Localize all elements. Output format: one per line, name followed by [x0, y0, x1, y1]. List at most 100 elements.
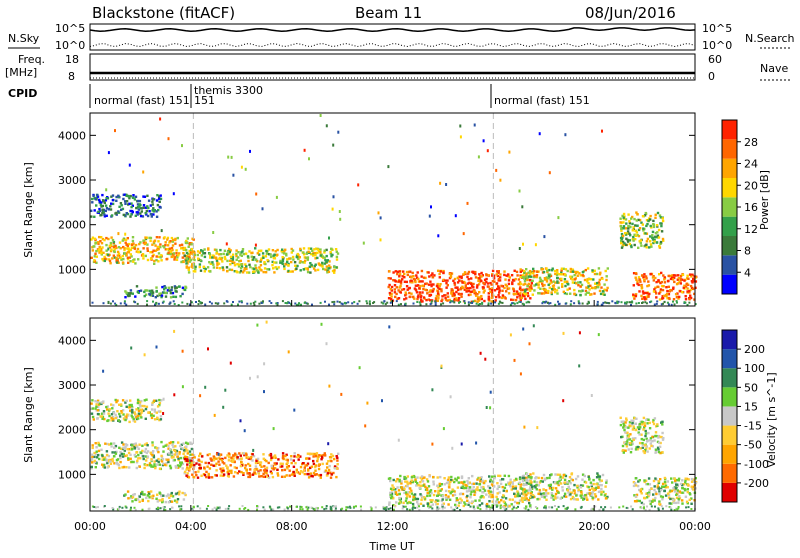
scatter-cell-band-2: [156, 290, 158, 292]
scatter-cell-sparse: [514, 359, 516, 362]
scatter-cell-band-5: [590, 482, 592, 484]
scatter-cell-band-3: [215, 249, 217, 251]
scatter-cell-band-0: [152, 255, 154, 257]
scatter-cell-band-4: [467, 282, 469, 284]
scatter-cell-band-4: [455, 297, 457, 299]
scatter-cell-band-5: [562, 489, 564, 491]
scatter-cell-band-0: [175, 249, 177, 251]
scatter-cell-band-3: [289, 470, 291, 472]
scatter-cell-band-6: [655, 296, 657, 298]
scatter-cell-ground: [366, 302, 368, 304]
scatter-cell-band-1: [90, 402, 92, 404]
scatter-cell-band-7: [647, 439, 649, 441]
scatter-cell-band-7: [619, 218, 621, 220]
scatter-cell-band-5: [594, 493, 596, 495]
scatter-cell-band-0: [94, 460, 96, 462]
scatter-cell-ground: [587, 303, 589, 305]
scatter-cell-band-4: [436, 495, 438, 497]
scatter-cell-sparse: [455, 214, 457, 217]
scatter-cell-sparse: [273, 427, 275, 430]
scatter-cell-band-5: [535, 484, 537, 486]
scatter-cell-band-5: [557, 492, 559, 494]
scatter-cell-ground: [617, 302, 619, 304]
scatter-cell-band-5: [547, 492, 549, 494]
scatter-cell-band-4: [488, 298, 490, 300]
scatter-cell-band-1: [126, 212, 128, 214]
scatter-cell-sparse: [486, 406, 488, 409]
scatter-cell-band-3: [333, 458, 335, 460]
scatter-cell-band-1: [131, 411, 133, 413]
scatter-cell-ground: [195, 301, 197, 303]
scatter-cell-band-6: [692, 288, 694, 290]
scatter-cell-ground: [126, 507, 128, 509]
scatter-cell-band-5: [528, 275, 530, 277]
scatter-cell-band-3: [213, 266, 215, 268]
scatter-cell-ground: [419, 301, 421, 303]
scatter-cell-band-3: [235, 270, 237, 272]
scatter-cell-band-3: [309, 262, 311, 264]
scatter-cell-band-7: [641, 442, 643, 444]
scatter-cell-ground: [383, 300, 385, 302]
scatter-cell-band-4: [489, 288, 491, 290]
scatter-cell-sparse: [533, 324, 535, 327]
scatter-cell-band-6: [660, 272, 662, 274]
scatter-cell-band-5: [577, 475, 579, 477]
scatter-cell-band-6: [643, 479, 645, 481]
scatter-cell-band-5: [548, 477, 550, 479]
scatter-cell-band-3: [282, 452, 284, 454]
scatter-cell-ground: [314, 509, 316, 511]
scatter-cell-sparse: [231, 156, 233, 159]
power-colorbar-swatch: [722, 139, 737, 158]
scatter-cell-band-4: [462, 493, 464, 495]
scatter-cell-ground: [243, 508, 245, 510]
scatter-cell-band-5: [548, 269, 550, 271]
scatter-cell-band-4: [409, 482, 411, 484]
scatter-cell-band-1: [118, 419, 120, 421]
scatter-cell-band-4: [439, 483, 441, 485]
scatter-cell-band-5: [597, 286, 599, 288]
scatter-cell-band-0: [185, 446, 187, 448]
scatter-cell-band-6: [641, 274, 643, 276]
scatter-cell-ground: [416, 507, 418, 509]
scatter-cell-band-4: [466, 490, 468, 492]
scatter-cell-band-5: [554, 270, 556, 272]
scatter-cell-band-3: [272, 476, 274, 478]
scatter-cell-sparse: [288, 350, 290, 353]
scatter-cell-band-1: [158, 410, 160, 412]
scatter-cell-band-0: [115, 462, 117, 464]
scatter-cell-band-5: [551, 269, 553, 271]
power-panel-frame: [90, 113, 695, 306]
scatter-cell-ground: [582, 303, 584, 305]
scatter-cell-band-5: [604, 485, 606, 487]
scatter-cell-band-3: [272, 267, 274, 269]
scatter-cell-band-4: [445, 490, 447, 492]
scatter-cell-band-5: [525, 490, 527, 492]
scatter-cell-band-1: [112, 194, 114, 196]
scatter-cell-band-4: [509, 498, 511, 500]
scatter-cell-band-2: [168, 501, 170, 503]
scatter-cell-band-4: [392, 271, 394, 273]
scatter-cell-band-4: [437, 492, 439, 494]
scatter-cell-ground: [264, 509, 266, 511]
scatter-cell-sparse: [204, 386, 206, 389]
scatter-cell-ground: [204, 304, 206, 306]
scatter-cell-band-2: [145, 497, 147, 499]
scatter-cell-band-3: [226, 253, 228, 255]
scatter-cell-band-3: [303, 268, 305, 270]
scatter-cell-band-7: [622, 221, 624, 223]
scatter-cell-band-4: [388, 297, 390, 299]
scatter-cell-band-7: [650, 445, 652, 447]
scatter-cell-band-4: [428, 284, 430, 286]
scatter-cell-band-3: [307, 271, 309, 273]
scatter-cell-band-7: [625, 238, 627, 240]
scatter-cell-sparse: [332, 208, 334, 211]
scatter-cell-band-4: [423, 476, 425, 478]
scatter-cell-band-4: [454, 504, 456, 506]
scatter-cell-band-4: [476, 486, 478, 488]
scatter-cell-band-0: [147, 259, 149, 261]
scatter-cell-sparse: [563, 332, 565, 335]
scatter-cell-ground: [134, 301, 136, 303]
scatter-cell-band-3: [216, 252, 218, 254]
scatter-cell-band-4: [421, 270, 423, 272]
scatter-cell-sparse: [522, 243, 524, 246]
